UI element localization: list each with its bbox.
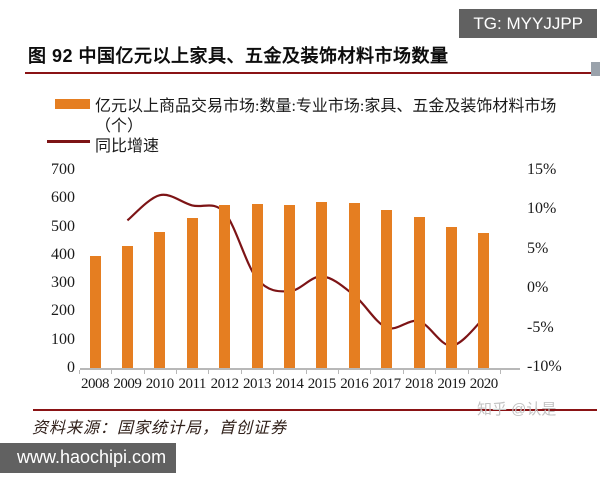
x-axis-tick [78, 370, 80, 374]
line-series-label: 同比增速 [95, 138, 160, 155]
y-axis-label: 700 [51, 161, 75, 178]
right-axis-label: 15% [527, 160, 557, 178]
right-axis-label: -5% [527, 318, 554, 336]
y-axis-label: 600 [51, 189, 75, 207]
x-axis-label: 2015 [307, 376, 337, 392]
bar [445, 227, 457, 368]
bar-series-swatch [55, 99, 90, 109]
y-axis-label: 200 [51, 302, 75, 320]
x-axis-label: 2008 [81, 376, 110, 392]
bar [478, 232, 490, 368]
x-axis-tick [111, 370, 113, 374]
x-axis-tick [143, 370, 145, 374]
figure-title: 图 92 中国亿元以上家具、五金及装饰材料市场数量 [28, 46, 449, 66]
x-axis-tick [176, 370, 177, 374]
x-axis-label: 2017 [372, 376, 402, 392]
x-axis-label: 2012 [210, 376, 240, 392]
site-url: www.haochipi.com [17, 447, 167, 467]
x-axis-tick [500, 370, 501, 374]
bar [348, 202, 360, 368]
bar [154, 231, 166, 368]
x-axis-label: 2018 [405, 376, 434, 392]
x-axis-tick [435, 370, 437, 374]
footer-divider [33, 409, 597, 411]
data-source-note: 资料来源：国家统计局，首创证券 [32, 420, 288, 437]
growth-line [126, 193, 485, 347]
line-series-swatch [47, 140, 90, 143]
x-axis-tick [305, 370, 307, 374]
right-axis-label: 10% [527, 200, 557, 218]
x-axis-label: 2010 [145, 376, 175, 392]
x-axis-label: 2013 [243, 376, 272, 392]
x-axis-label: 2011 [178, 376, 206, 392]
x-axis-tick [370, 370, 372, 374]
bar [89, 255, 101, 368]
telegram-badge: TG: MYYJJPP [459, 9, 597, 38]
y-axis-label: 0 [67, 359, 75, 376]
y-axis-label: 100 [51, 330, 75, 348]
bar [283, 204, 295, 368]
bar [121, 246, 133, 368]
x-axis-tick [273, 370, 275, 374]
bar [413, 216, 425, 368]
bar-series-label-line2: （个） [95, 118, 144, 135]
bar [186, 217, 198, 368]
bar-series-label-line1: 亿元以上商品交易市场:数量:专业市场:家具、五金及装饰材料市场 [95, 98, 557, 115]
x-axis-label: 2014 [275, 376, 304, 392]
y-axis-label: 400 [51, 245, 75, 263]
x-axis-tick [338, 370, 339, 374]
x-axis-label: 2009 [113, 376, 142, 392]
y-axis-label: 500 [51, 217, 75, 235]
zhihu-watermark: 知乎 @认是 [477, 401, 557, 418]
right-axis-label: 5% [527, 239, 549, 257]
x-axis-tick [402, 370, 404, 374]
x-axis-line [80, 368, 520, 370]
y-axis-label: 300 [51, 274, 75, 292]
x-axis-tick [240, 370, 242, 374]
right-axis-label: -10% [527, 358, 562, 376]
bar [251, 203, 263, 368]
bar [219, 204, 231, 368]
screen-edge-artifact [591, 62, 600, 76]
x-axis-tick [467, 370, 469, 374]
site-url-bar: www.haochipi.com [0, 443, 176, 473]
x-axis-tick [208, 370, 210, 374]
x-axis-label: 2016 [340, 376, 369, 392]
bar [316, 201, 328, 368]
right-axis-label: 0% [527, 279, 549, 297]
title-divider [25, 72, 597, 74]
x-axis-label: 2020 [469, 376, 499, 392]
x-axis-label: 2019 [437, 376, 466, 392]
bar [381, 210, 393, 368]
